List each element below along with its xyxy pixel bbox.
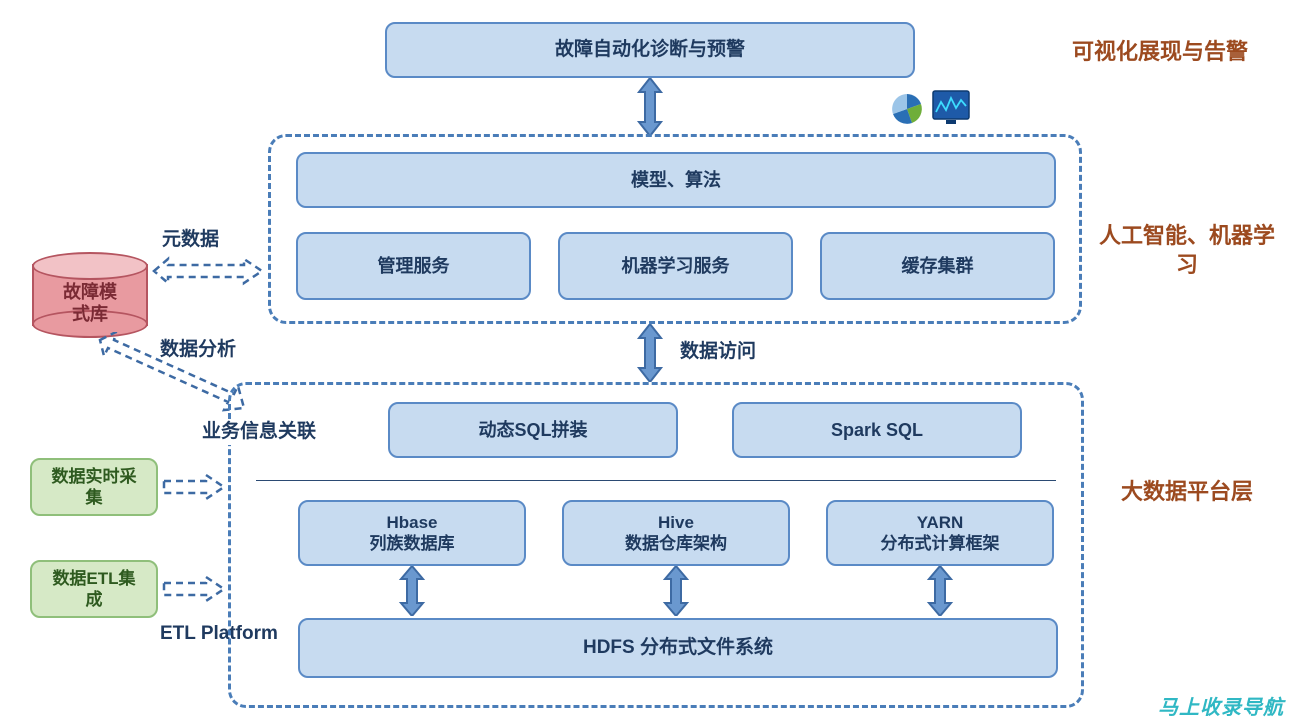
mgmt-service-box: 管理服务 [296,232,531,300]
model-algorithm-box: 模型、算法 [296,152,1056,208]
realtime-collect-box: 数据实时采 集 [30,458,158,516]
hive-box: Hive 数据仓库架构 [562,500,790,566]
yarn-box: YARN 分布式计算框架 [826,500,1054,566]
arrow-yarn-hdfs [923,566,957,616]
dynamic-sql-label: 动态SQL拼装 [478,419,587,442]
hdfs-label: HDFS 分布式文件系统 [583,636,773,660]
monitor-icon [932,90,970,126]
dashed-arrow-meta-right [152,256,264,286]
watermark-text: 马上收录导航 [1158,691,1284,720]
arrow-top-to-ai [631,78,669,136]
cylinder-label: 故障模 式库 [32,282,148,325]
fault-pattern-db-cylinder: 故障模 式库 [32,252,148,338]
hbase-label: Hbase 列族数据库 [370,512,455,555]
ml-service-box: 机器学习服务 [558,232,793,300]
ml-service-label: 机器学习服务 [622,255,730,278]
metadata-label: 元数据 [162,228,219,253]
arrow-ai-to-bigdata [631,324,669,382]
biz-info-label: 业务信息关联 [200,420,334,445]
side-label-bigdata: 大数据平台层 [1092,478,1282,507]
mgmt-service-label: 管理服务 [378,255,450,278]
dashed-arrow-etl [162,574,226,604]
model-label: 模型、算法 [631,169,721,192]
arrow-hbase-hdfs [395,566,429,616]
pie-chart-icon [890,92,924,126]
dashed-arrow-rt [162,472,226,502]
etl-integrate-box: 数据ETL集 成 [30,560,158,618]
diagram-canvas: { "colors": { "box_fill": "#c7dbf0", "bo… [0,0,1296,728]
hdfs-box: HDFS 分布式文件系统 [298,618,1058,678]
side-label-ai-ml: 人工智能、机器学习 [1092,222,1282,279]
etl-integrate-label: 数据ETL集 成 [52,568,135,611]
cache-cluster-box: 缓存集群 [820,232,1055,300]
etl-platform-label: ETL Platform [160,622,278,647]
top-box-label: 故障自动化诊断与预警 [555,38,745,62]
hive-label: Hive 数据仓库架构 [625,512,727,555]
spark-sql-box: Spark SQL [732,402,1022,458]
bigdata-divider [256,480,1056,481]
side-label-visualization: 可视化展现与告警 [1030,38,1290,67]
dynamic-sql-box: 动态SQL拼装 [388,402,678,458]
arrow-hive-hdfs [659,566,693,616]
realtime-collect-label: 数据实时采 集 [52,466,137,509]
yarn-label: YARN 分布式计算框架 [881,512,1000,555]
dashed-arrow-analysis [96,332,246,412]
data-access-label: 数据访问 [680,340,756,365]
top-fault-diagnosis-box: 故障自动化诊断与预警 [385,22,915,78]
spark-sql-label: Spark SQL [831,419,923,442]
cache-cluster-label: 缓存集群 [902,255,974,278]
hbase-box: Hbase 列族数据库 [298,500,526,566]
